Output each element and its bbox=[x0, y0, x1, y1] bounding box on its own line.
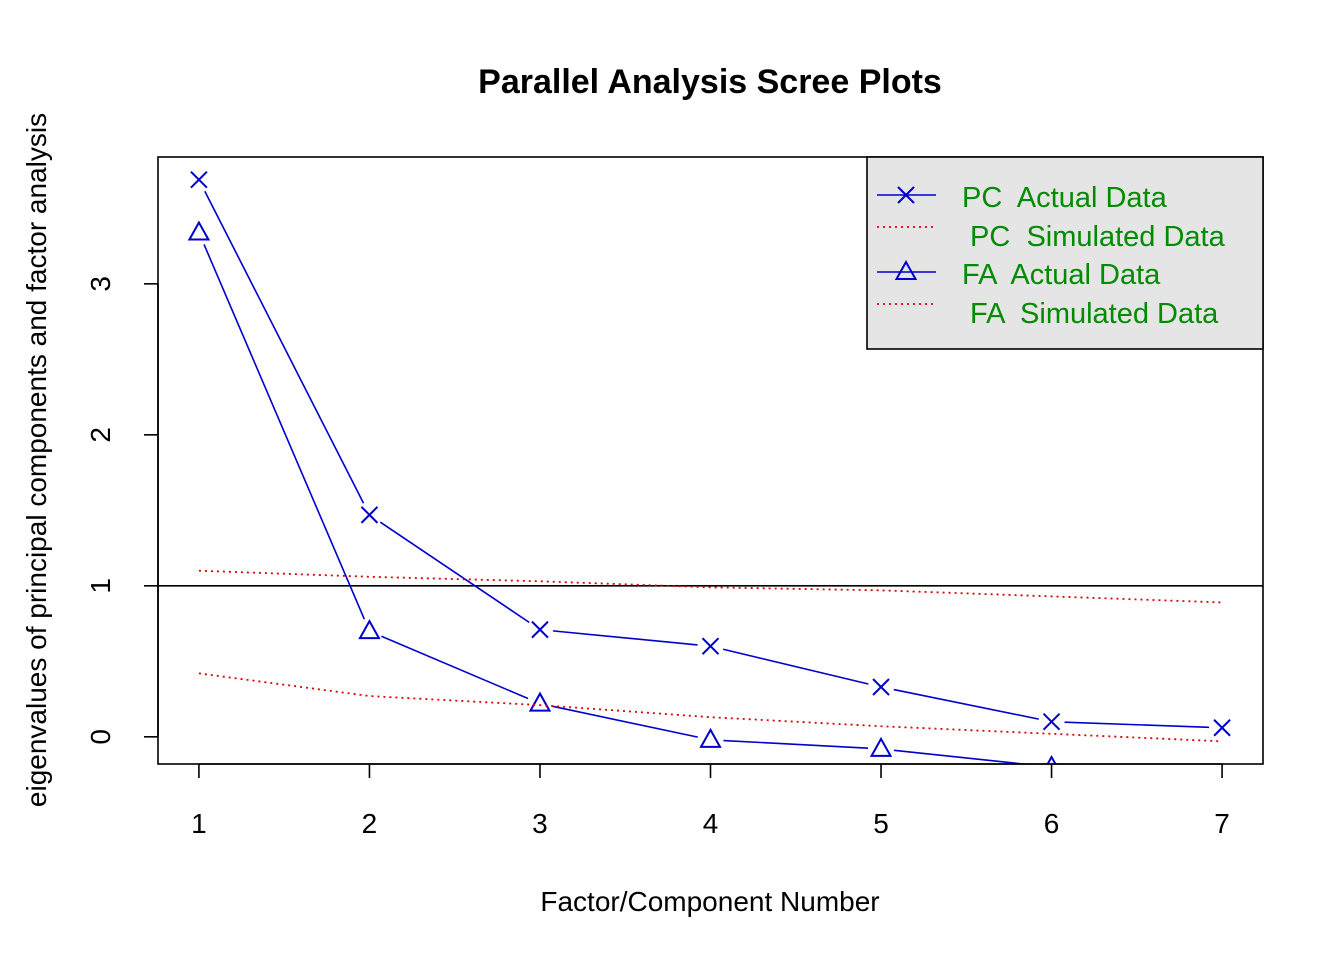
series-3-point-2 bbox=[358, 619, 381, 640]
y-axis-label: eigenvalues of principal components and … bbox=[21, 113, 52, 807]
x-tick-label-3: 3 bbox=[532, 808, 548, 839]
x-tick-label-4: 4 bbox=[703, 808, 719, 839]
series-1-point-5 bbox=[872, 678, 890, 696]
series-1-line bbox=[204, 190, 1210, 729]
y-tick-label-1: 1 bbox=[85, 578, 116, 594]
series-3 bbox=[187, 220, 1057, 764]
series-3-point-4 bbox=[699, 727, 722, 748]
legend-marker-3 bbox=[894, 259, 918, 280]
series-3-point-1 bbox=[187, 220, 211, 241]
legend: PC Actual Data PC Simulated Data FA Actua… bbox=[866, 156, 1264, 350]
series-2-line bbox=[198, 569, 1223, 604]
y-tick-label-2: 2 bbox=[85, 427, 116, 443]
x-axis: 1 2 3 4 5 6 7 bbox=[191, 763, 1230, 839]
series-1 bbox=[190, 170, 1231, 737]
series-2 bbox=[198, 569, 1223, 604]
legend-label-3: FA Actual Data bbox=[962, 259, 1161, 291]
plot-frame bbox=[157, 156, 1264, 765]
legend-entry-3: FA Actual Data bbox=[877, 259, 1161, 291]
series-3-point-5 bbox=[869, 736, 893, 757]
legend-label-2: PC Simulated Data bbox=[962, 221, 1226, 253]
x-tick-label-5: 5 bbox=[873, 808, 889, 839]
legend-entry-2: PC Simulated Data bbox=[877, 221, 1226, 253]
x-tick-label-6: 6 bbox=[1044, 808, 1060, 839]
legend-label-4: FA Simulated Data bbox=[962, 298, 1219, 330]
x-tick-label-7: 7 bbox=[1214, 808, 1230, 839]
series-1-point-4 bbox=[701, 637, 720, 655]
legend-box bbox=[866, 156, 1264, 350]
chart-title: Parallel Analysis Scree Plots bbox=[478, 63, 942, 101]
series-layer bbox=[187, 170, 1231, 764]
legend-label-1: PC Actual Data bbox=[962, 182, 1168, 214]
series-1-point-2 bbox=[360, 506, 379, 524]
series-1-point-1 bbox=[190, 170, 208, 189]
series-1-point-3 bbox=[531, 620, 549, 639]
series-3-line bbox=[203, 244, 1031, 764]
series-1-point-6 bbox=[1042, 713, 1061, 731]
x-axis-label: Factor/Component Number bbox=[540, 886, 879, 917]
legend-entry-1: PC Actual Data bbox=[877, 182, 1168, 214]
x-tick-label-1: 1 bbox=[191, 808, 207, 839]
legend-marker-1 bbox=[897, 186, 915, 204]
x-tick-label-2: 2 bbox=[362, 808, 378, 839]
y-axis: 0 1 2 3 bbox=[85, 276, 159, 745]
series-1-point-7 bbox=[1213, 719, 1231, 737]
legend-entry-4: FA Simulated Data bbox=[877, 298, 1219, 330]
series-3-point-3 bbox=[528, 691, 552, 712]
y-tick-label-0: 0 bbox=[85, 729, 116, 745]
y-tick-label-3: 3 bbox=[85, 276, 116, 292]
